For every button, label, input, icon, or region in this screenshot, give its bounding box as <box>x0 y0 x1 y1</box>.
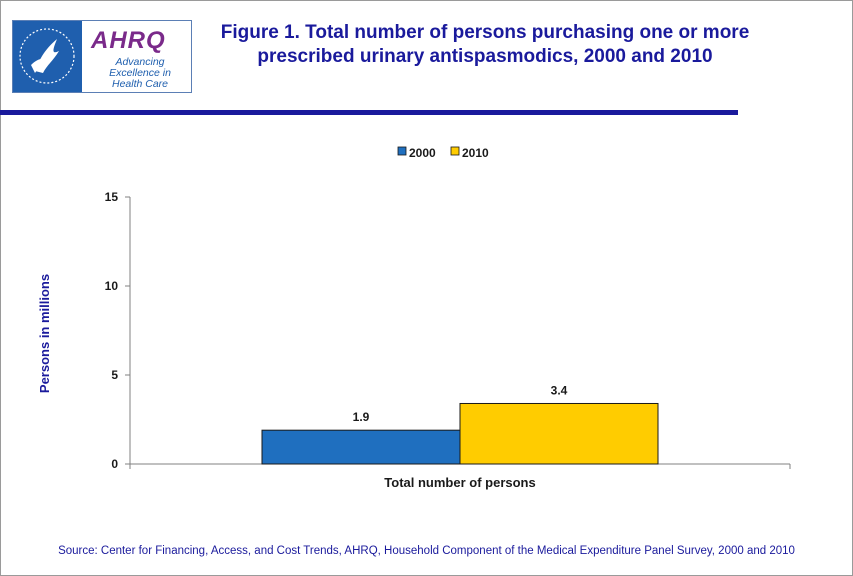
y-tick-label: 10 <box>105 279 119 293</box>
y-axis-title: Persons in millions <box>37 274 52 393</box>
source-note: Source: Center for Financing, Access, an… <box>58 545 795 557</box>
legend-label-2000: 2000 <box>409 146 436 160</box>
legend-swatch-2010 <box>450 146 460 156</box>
chart-title: Figure 1. Total number of persons purcha… <box>200 21 770 69</box>
hhs-eagle-icon <box>13 21 82 92</box>
ahrq-tagline: Advancing Excellence in Health Care <box>109 56 171 90</box>
bar-2000 <box>261 429 461 465</box>
y-tick-label: 5 <box>111 368 118 382</box>
data-label-2000: 1.9 <box>353 410 370 424</box>
ahrq-logo: AHRQ Advancing Excellence in Health Care <box>12 20 192 93</box>
legend-swatch-2000 <box>397 146 407 156</box>
chart-title-line-2: prescribed urinary antispasmodics, 2000 … <box>257 46 713 67</box>
legend-label-2010: 2010 <box>462 146 489 160</box>
bar-2010 <box>459 402 659 465</box>
y-tick-label: 0 <box>111 457 118 471</box>
header-divider <box>0 110 738 115</box>
x-category-label: Total number of persons <box>384 475 535 490</box>
ahrq-wordmark: AHRQ <box>91 27 166 54</box>
y-tick-label: 15 <box>105 190 119 204</box>
chart-title-line-1: Figure 1. Total number of persons purcha… <box>220 22 750 43</box>
data-label-2010: 3.4 <box>551 383 568 397</box>
